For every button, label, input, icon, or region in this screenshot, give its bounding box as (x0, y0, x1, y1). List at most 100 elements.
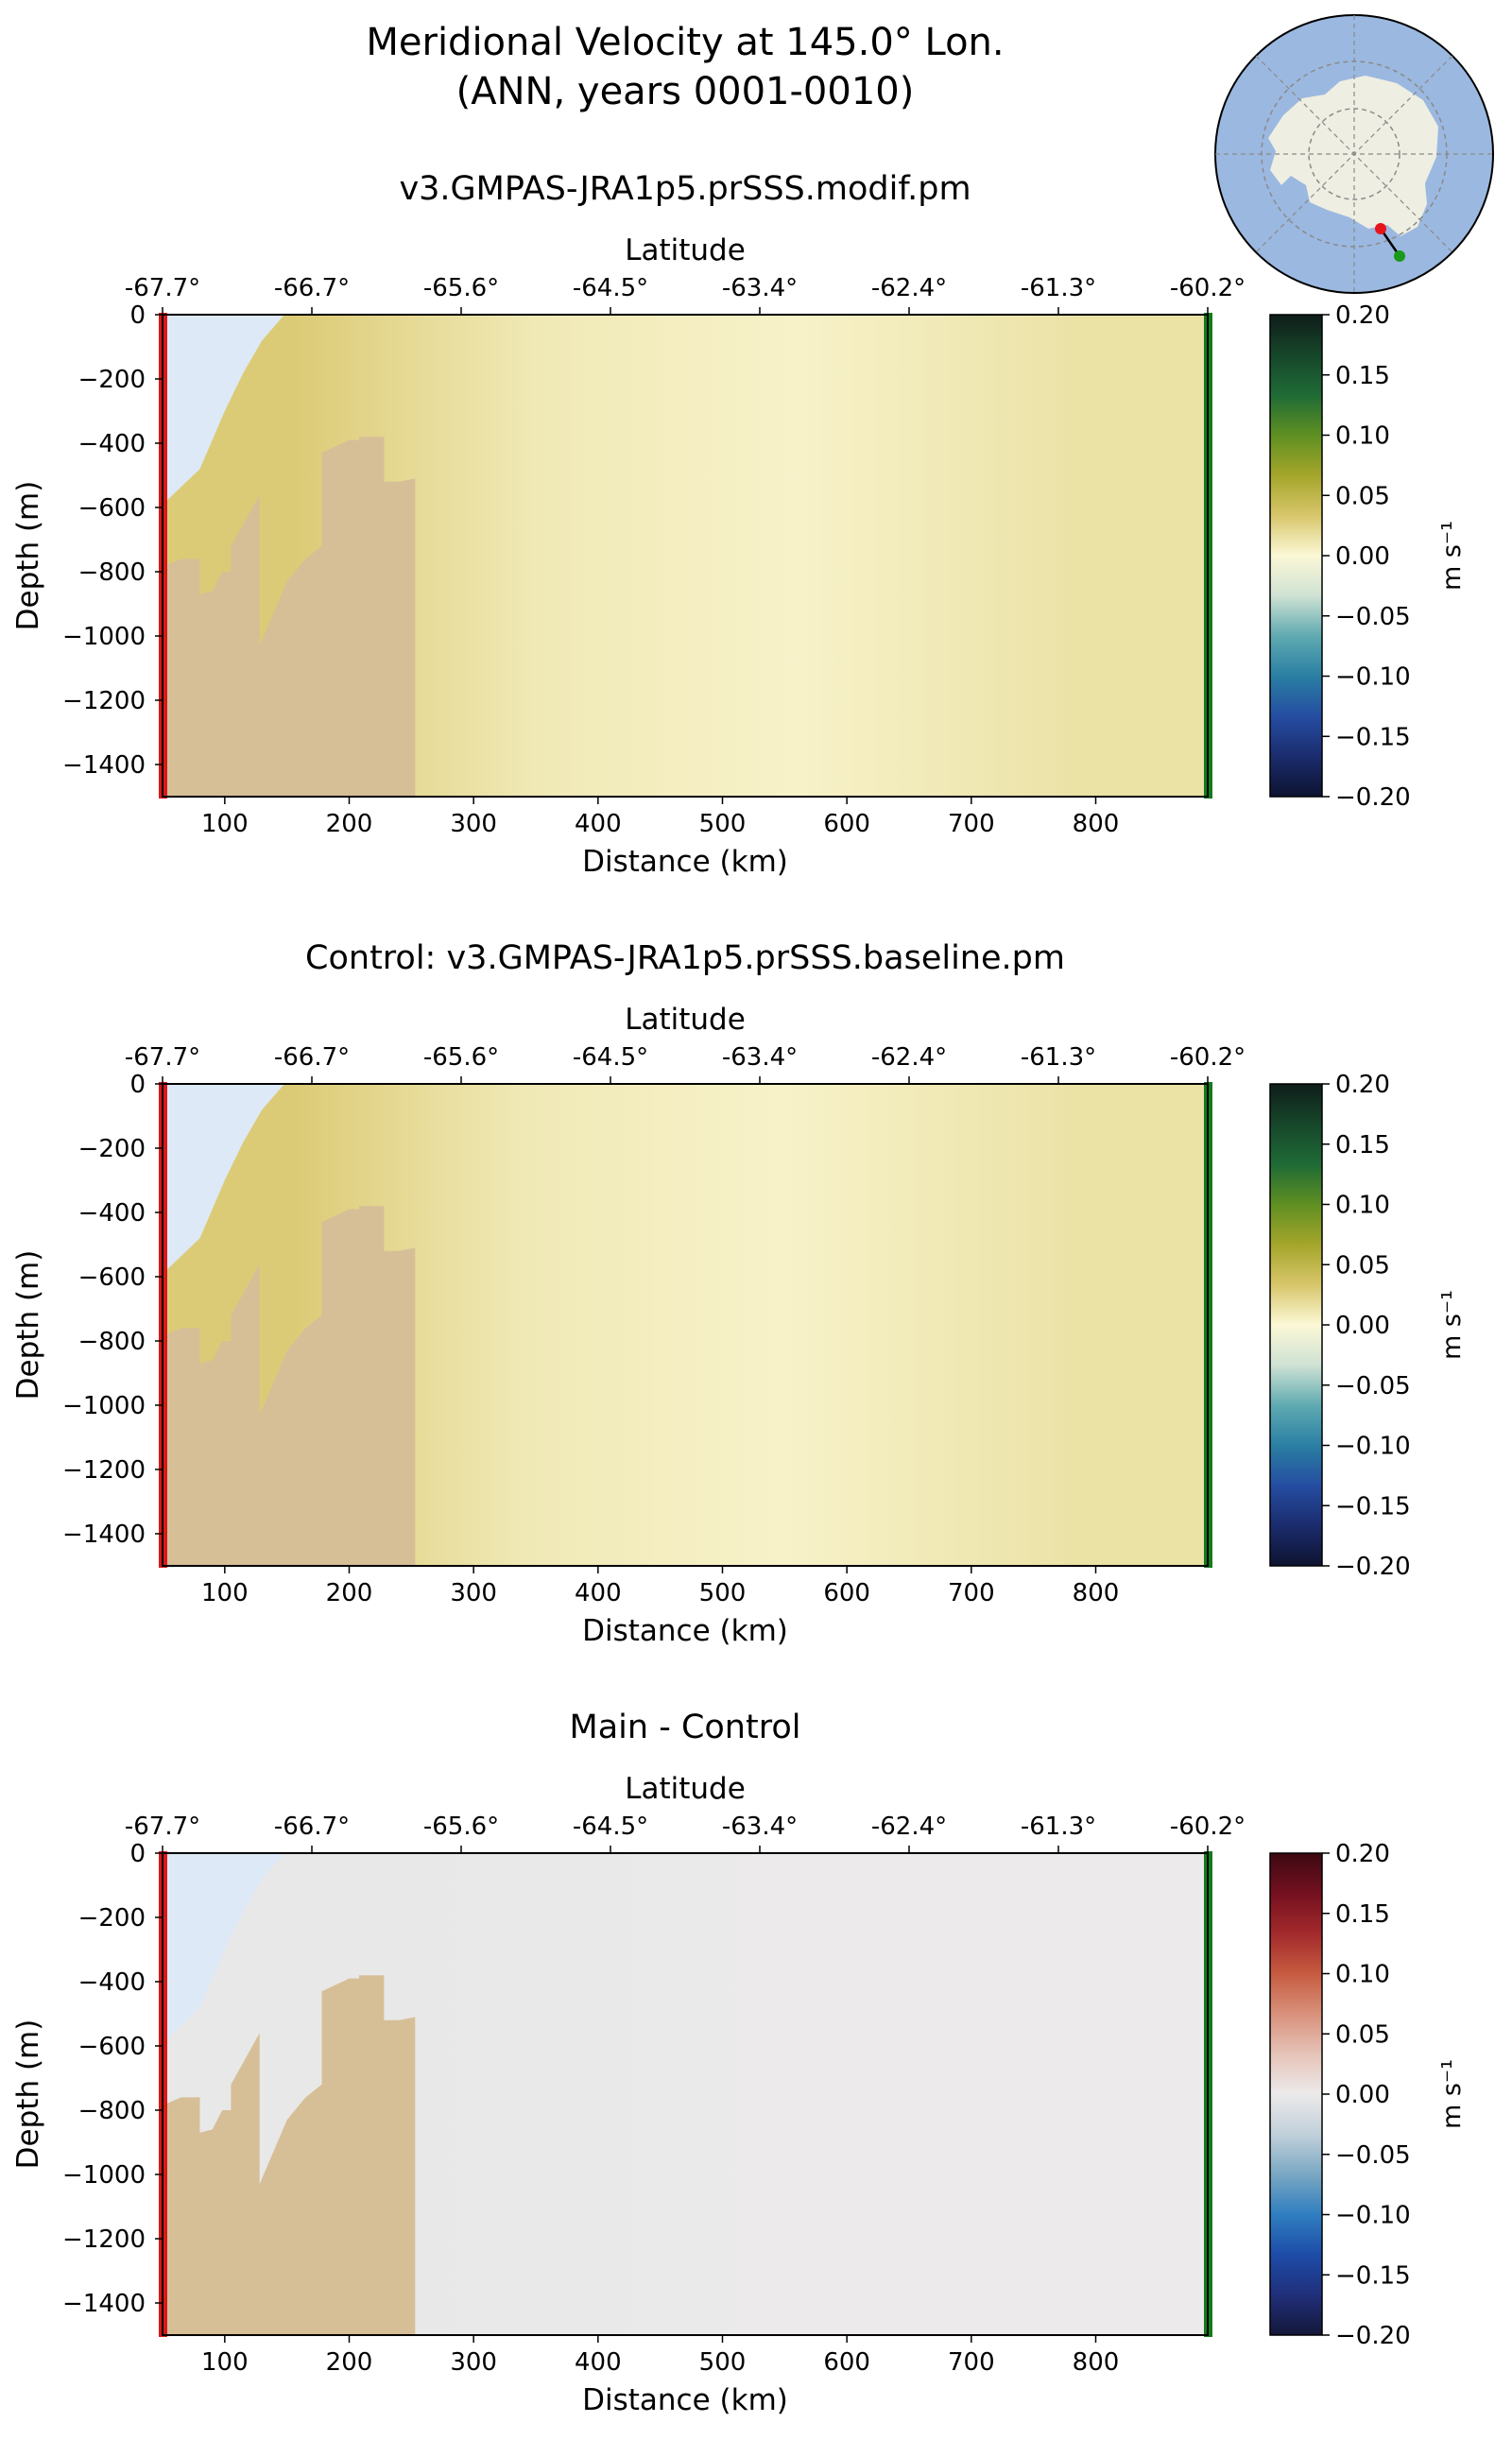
colorbar-tick-label: 0.00 (1335, 1312, 1390, 1340)
y-tick-label: −600 (78, 2033, 146, 2061)
y-tick-label: −1200 (62, 687, 146, 715)
y-tick-label: −800 (78, 2097, 146, 2125)
colorbar-tick-label: 0.10 (1335, 1961, 1390, 1989)
lat-tick-label: -60.2° (1170, 1813, 1246, 1841)
colorbar-tick-label: −0.15 (1335, 723, 1411, 751)
colorbar-tick-label: −0.10 (1335, 663, 1411, 692)
panel-modified-run: v3.GMPAS-JRA1p5.prSSS.modif.pm 100 200 300 4… (11, 170, 1467, 879)
colorbar-tick-label: 0.05 (1335, 2020, 1390, 2049)
lat-tick-label: -61.3° (1021, 1043, 1096, 1072)
lat-tick-label: -66.7° (274, 274, 350, 302)
x-tick-label: 700 (948, 1579, 995, 1607)
x-tick-label: 700 (948, 810, 995, 838)
y-tick-label: −200 (78, 1904, 146, 1933)
y-axis-label: Depth (m) (11, 481, 45, 631)
x-tick-label: 400 (575, 810, 622, 838)
x-tick-label: 800 (1073, 1579, 1120, 1607)
colorbar-tick-label: 0.20 (1335, 1071, 1390, 1099)
x-tick-label: 600 (823, 1579, 870, 1607)
lat-tick-label: -65.6° (423, 1043, 499, 1072)
lat-tick-label: -66.7° (274, 1813, 350, 1841)
x-axis-label: Distance (km) (582, 1614, 788, 1648)
x-tick-label: 200 (326, 810, 373, 838)
bathymetry (163, 1206, 416, 1566)
plot-frame (162, 1083, 1209, 1567)
bathymetry (163, 437, 416, 797)
figure-title: Meridional Velocity at 145.0° Lon. (366, 21, 1004, 64)
lat-tick-label: -60.2° (1170, 274, 1246, 302)
x-tick-label: 800 (1073, 2348, 1120, 2377)
x-tick-label: 100 (201, 810, 249, 838)
y-tick-label: −800 (78, 1328, 146, 1356)
x-tick-label: 100 (201, 1579, 249, 1607)
x-axis-label: Distance (km) (582, 2383, 788, 2417)
y-tick-label: 0 (129, 1840, 146, 1868)
x-tick-label: 600 (823, 2348, 870, 2377)
colorbar (1269, 1083, 1323, 1567)
colorbar-tick-label: −0.15 (1335, 2261, 1411, 2290)
lat-tick-label: -67.7° (125, 1813, 200, 1841)
lat-tick-label: -63.4° (722, 274, 798, 302)
plot-area (163, 315, 1208, 797)
colorbar-tick-label: 0.10 (1335, 422, 1390, 451)
colorbar-tick-label: −0.05 (1335, 1372, 1411, 1400)
panel-title: v3.GMPAS-JRA1p5.prSSS.modif.pm (399, 170, 971, 208)
y-axis-label: Depth (m) (11, 2019, 45, 2170)
plot-frame (162, 1852, 1209, 2336)
y-tick-label: −1000 (62, 2161, 146, 2190)
y-tick-label: −1400 (62, 1521, 146, 1549)
panel-title: Main - Control (570, 1709, 801, 1746)
y-tick-label: −800 (78, 558, 146, 587)
y-tick-label: −1400 (62, 751, 146, 780)
lat-tick-label: -62.4° (871, 274, 947, 302)
colorbar-tick-label: −0.05 (1335, 603, 1411, 631)
lat-tick-label: -63.4° (722, 1813, 798, 1841)
lat-tick-label: -63.4° (722, 1043, 798, 1072)
top-axis-label: Latitude (625, 1003, 746, 1037)
inset-map-transect-end (1394, 250, 1405, 262)
top-axis-label: Latitude (625, 1772, 746, 1806)
x-tick-label: 300 (450, 1579, 497, 1607)
y-tick-label: −200 (78, 366, 146, 394)
lat-tick-label: -62.4° (871, 1043, 947, 1072)
y-tick-label: −200 (78, 1135, 146, 1163)
ice-shelf (163, 315, 284, 502)
lat-tick-label: -67.7° (125, 1043, 200, 1072)
colorbar-tick-label: 0.15 (1335, 362, 1390, 390)
colorbar-tick-label: 0.00 (1335, 2081, 1390, 2109)
x-tick-label: 300 (450, 2348, 497, 2377)
y-tick-label: −400 (78, 430, 146, 458)
lat-tick-label: -65.6° (423, 274, 499, 302)
panel-control-run: Control: v3.GMPAS-JRA1p5.prSSS.baseline.… (11, 939, 1467, 1648)
colorbar-tick-label: −0.15 (1335, 1492, 1411, 1521)
lat-tick-label: -61.3° (1021, 1813, 1096, 1841)
colorbar-tick-label: 0.20 (1335, 1840, 1390, 1868)
x-tick-label: 400 (575, 1579, 622, 1607)
x-tick-label: 400 (575, 2348, 622, 2377)
inset-map (1214, 14, 1494, 294)
x-tick-label: 700 (948, 2348, 995, 2377)
y-tick-label: −400 (78, 1968, 146, 1997)
ice-shelf (163, 1084, 284, 1271)
y-tick-label: −1000 (62, 1392, 146, 1420)
lat-tick-label: -65.6° (423, 1813, 499, 1841)
colorbar-tick-label: −0.10 (1335, 1433, 1411, 1461)
x-tick-label: 500 (699, 2348, 747, 2377)
inset-map-meridian-lines (1215, 15, 1493, 293)
colorbar-tick-label: 0.10 (1335, 1192, 1390, 1220)
x-tick-label: 200 (326, 1579, 373, 1607)
y-tick-label: −1400 (62, 2290, 146, 2318)
colorbar-tick-label: 0.20 (1335, 301, 1390, 330)
colorbar-label: m s⁻¹ (1437, 521, 1467, 591)
y-tick-label: −400 (78, 1199, 146, 1228)
ice-shelf (163, 1853, 284, 2040)
y-tick-label: −600 (78, 494, 146, 523)
x-axis-label: Distance (km) (582, 845, 788, 879)
lat-tick-label: -67.7° (125, 274, 200, 302)
colorbar-tick-label: −0.20 (1335, 2322, 1411, 2350)
plot-frame (162, 314, 1209, 798)
lat-tick-label: -61.3° (1021, 274, 1096, 302)
colorbar-tick-label: −0.10 (1335, 2202, 1411, 2230)
panel-title: Control: v3.GMPAS-JRA1p5.prSSS.baseline.… (305, 939, 1065, 977)
